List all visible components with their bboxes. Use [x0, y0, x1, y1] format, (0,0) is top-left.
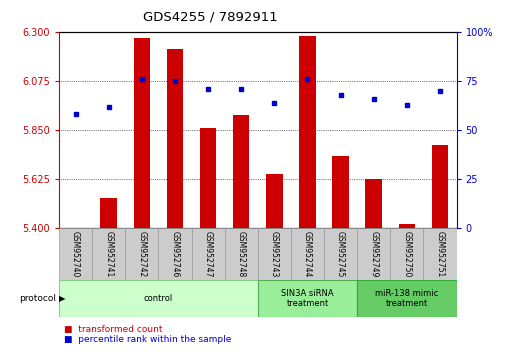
Bar [133, 38, 150, 228]
Text: GSM952744: GSM952744 [303, 231, 312, 277]
Text: GSM952745: GSM952745 [336, 231, 345, 277]
Bar [125, 228, 159, 280]
Bar [357, 280, 457, 317]
Bar [365, 179, 382, 228]
Text: GSM952749: GSM952749 [369, 231, 378, 277]
Bar [233, 115, 249, 228]
Bar [200, 128, 216, 228]
Bar [225, 228, 258, 280]
Text: GDS4255 / 7892911: GDS4255 / 7892911 [143, 11, 278, 24]
Text: control: control [144, 294, 173, 303]
Bar [423, 228, 457, 280]
Text: GSM952742: GSM952742 [137, 231, 146, 277]
Bar [266, 174, 283, 228]
Bar [258, 280, 357, 317]
Bar [92, 228, 125, 280]
Text: ▶: ▶ [59, 294, 66, 303]
Bar [167, 49, 183, 228]
Bar [59, 280, 258, 317]
Bar [159, 228, 191, 280]
Bar [332, 156, 349, 228]
Bar [258, 228, 291, 280]
Bar [101, 198, 117, 228]
Text: ■  percentile rank within the sample: ■ percentile rank within the sample [64, 335, 231, 344]
Text: GSM952751: GSM952751 [436, 231, 444, 277]
Text: GSM952746: GSM952746 [170, 231, 180, 277]
Bar [432, 145, 448, 228]
Text: protocol: protocol [19, 294, 56, 303]
Text: GSM952741: GSM952741 [104, 231, 113, 277]
Bar [191, 228, 225, 280]
Bar [357, 228, 390, 280]
Bar [59, 228, 92, 280]
Bar [390, 228, 423, 280]
Text: ■  transformed count: ■ transformed count [64, 325, 163, 335]
Bar [324, 228, 357, 280]
Text: GSM952740: GSM952740 [71, 231, 80, 277]
Text: GSM952747: GSM952747 [204, 231, 212, 277]
Bar [299, 36, 316, 228]
Text: GSM952743: GSM952743 [270, 231, 279, 277]
Bar [291, 228, 324, 280]
Text: GSM952750: GSM952750 [402, 231, 411, 277]
Text: miR-138 mimic
treatment: miR-138 mimic treatment [375, 289, 439, 308]
Text: GSM952748: GSM952748 [236, 231, 246, 277]
Bar [399, 224, 415, 228]
Text: SIN3A siRNA
treatment: SIN3A siRNA treatment [281, 289, 334, 308]
